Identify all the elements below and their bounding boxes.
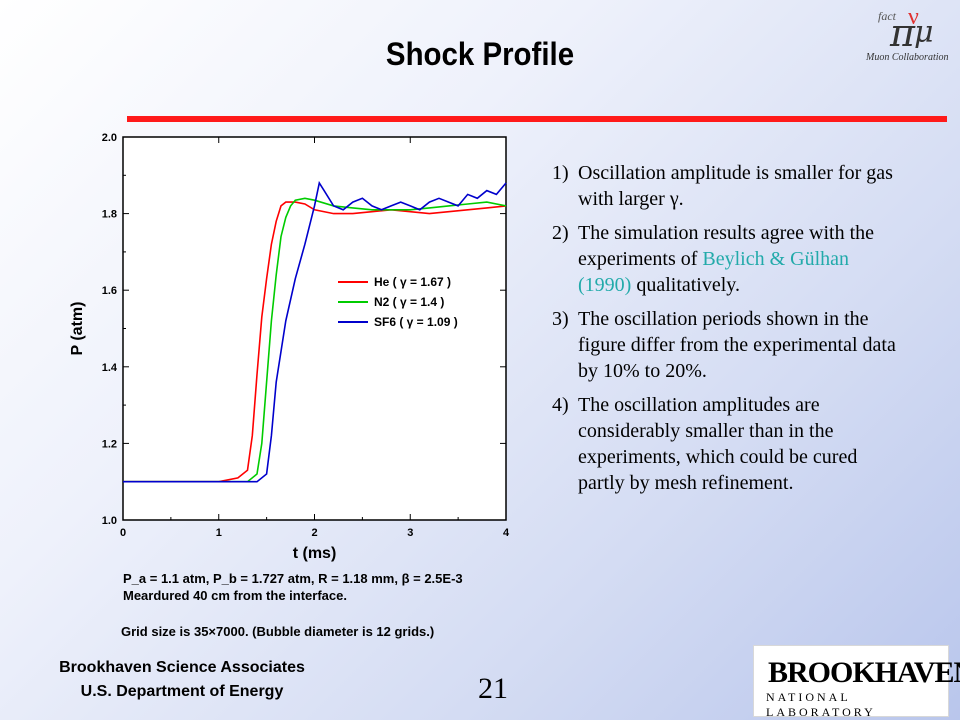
footer-org: Brookhaven Science Associates xyxy=(59,659,305,676)
legend-entry: SF6 ( γ = 1.09 ) xyxy=(374,315,458,329)
notes-list: 1) Oscillation amplitude is smaller for … xyxy=(552,160,902,504)
series-line-2 xyxy=(123,197,507,483)
note-3: 3) The oscillation periods shown in the … xyxy=(552,306,902,384)
y-tick-label: 1.0 xyxy=(102,515,117,527)
logo-collab-text: Muon Collaboration xyxy=(865,52,949,63)
svg-text:μ: μ xyxy=(914,15,934,50)
note-1: 1) Oscillation amplitude is smaller for … xyxy=(552,160,902,212)
x-tick-label: 4 xyxy=(503,527,510,539)
series-line-3 xyxy=(123,180,507,483)
chart-caption-line1: P_a = 1.1 atm, P_b = 1.727 atm, R = 1.18… xyxy=(123,571,463,586)
chart-caption-line2: Meardured 40 cm from the interface. xyxy=(123,588,347,603)
note-number: 1) xyxy=(552,162,569,184)
y-tick-label: 1.4 xyxy=(102,362,118,374)
note-number: 2) xyxy=(552,222,569,244)
footer-dept: U.S. Department of Energy xyxy=(80,683,284,700)
y-tick-label: 1.6 xyxy=(102,285,117,297)
bnl-logo-name: BROOKHAVEN xyxy=(768,656,960,689)
svg-text:π: π xyxy=(889,11,916,55)
y-tick-label: 1.2 xyxy=(102,438,117,450)
muon-collaboration-logo: fact π μ ν Muon Collaboration xyxy=(865,4,949,63)
svg-text:ν: ν xyxy=(908,4,919,30)
y-axis-label: P (atm) xyxy=(69,302,86,356)
title-divider xyxy=(127,116,947,122)
grid-size-note: Grid size is 35×7000. (Bubble diameter i… xyxy=(121,624,435,639)
shock-profile-chart: 0 1 2 3 4 1.0 1.2 1.4 1.6 1.8 2.0 t (ms) P (atm) He (… xyxy=(69,132,510,603)
slide-title: Shock Profile xyxy=(385,36,575,72)
note-4: 4) The oscillation amplitudes are consid… xyxy=(552,392,902,496)
x-tick-label: 3 xyxy=(407,527,413,539)
legend-entry: N2 ( γ = 1.4 ) xyxy=(374,295,444,309)
y-tick-label: 2.0 xyxy=(102,132,117,144)
legend-entry: He ( γ = 1.67 ) xyxy=(374,275,451,289)
note-number: 4) xyxy=(552,394,569,416)
note-text: The oscillation periods shown in the fig… xyxy=(578,308,896,382)
bnl-logo-subtitle: NATIONAL LABORATORY xyxy=(766,690,876,719)
note-2: 2) The simulation results agree with the… xyxy=(552,220,902,298)
brookhaven-logo: BROOKHAVEN NATIONAL LABORATORY xyxy=(753,645,960,719)
x-tick-label: 2 xyxy=(311,527,317,539)
note-text: Oscillation amplitude is smaller for gas… xyxy=(578,162,893,210)
x-tick-label: 0 xyxy=(120,527,126,539)
note-number: 3) xyxy=(552,308,569,330)
footer: Brookhaven Science Associates U.S. Depar… xyxy=(30,656,334,704)
x-tick-label: 1 xyxy=(216,527,222,539)
note-text: The simulation results agree with the ex… xyxy=(578,222,875,296)
series-line-1 xyxy=(123,201,507,483)
logo-fact-text: fact xyxy=(878,9,897,23)
note-text: The oscillation amplitudes are considera… xyxy=(578,394,858,494)
x-axis-label: t (ms) xyxy=(293,545,337,562)
page-number: 21 xyxy=(478,672,508,705)
y-tick-label: 1.8 xyxy=(102,209,117,221)
citation-link: Beylich & Gülhan (1990) xyxy=(578,248,850,296)
